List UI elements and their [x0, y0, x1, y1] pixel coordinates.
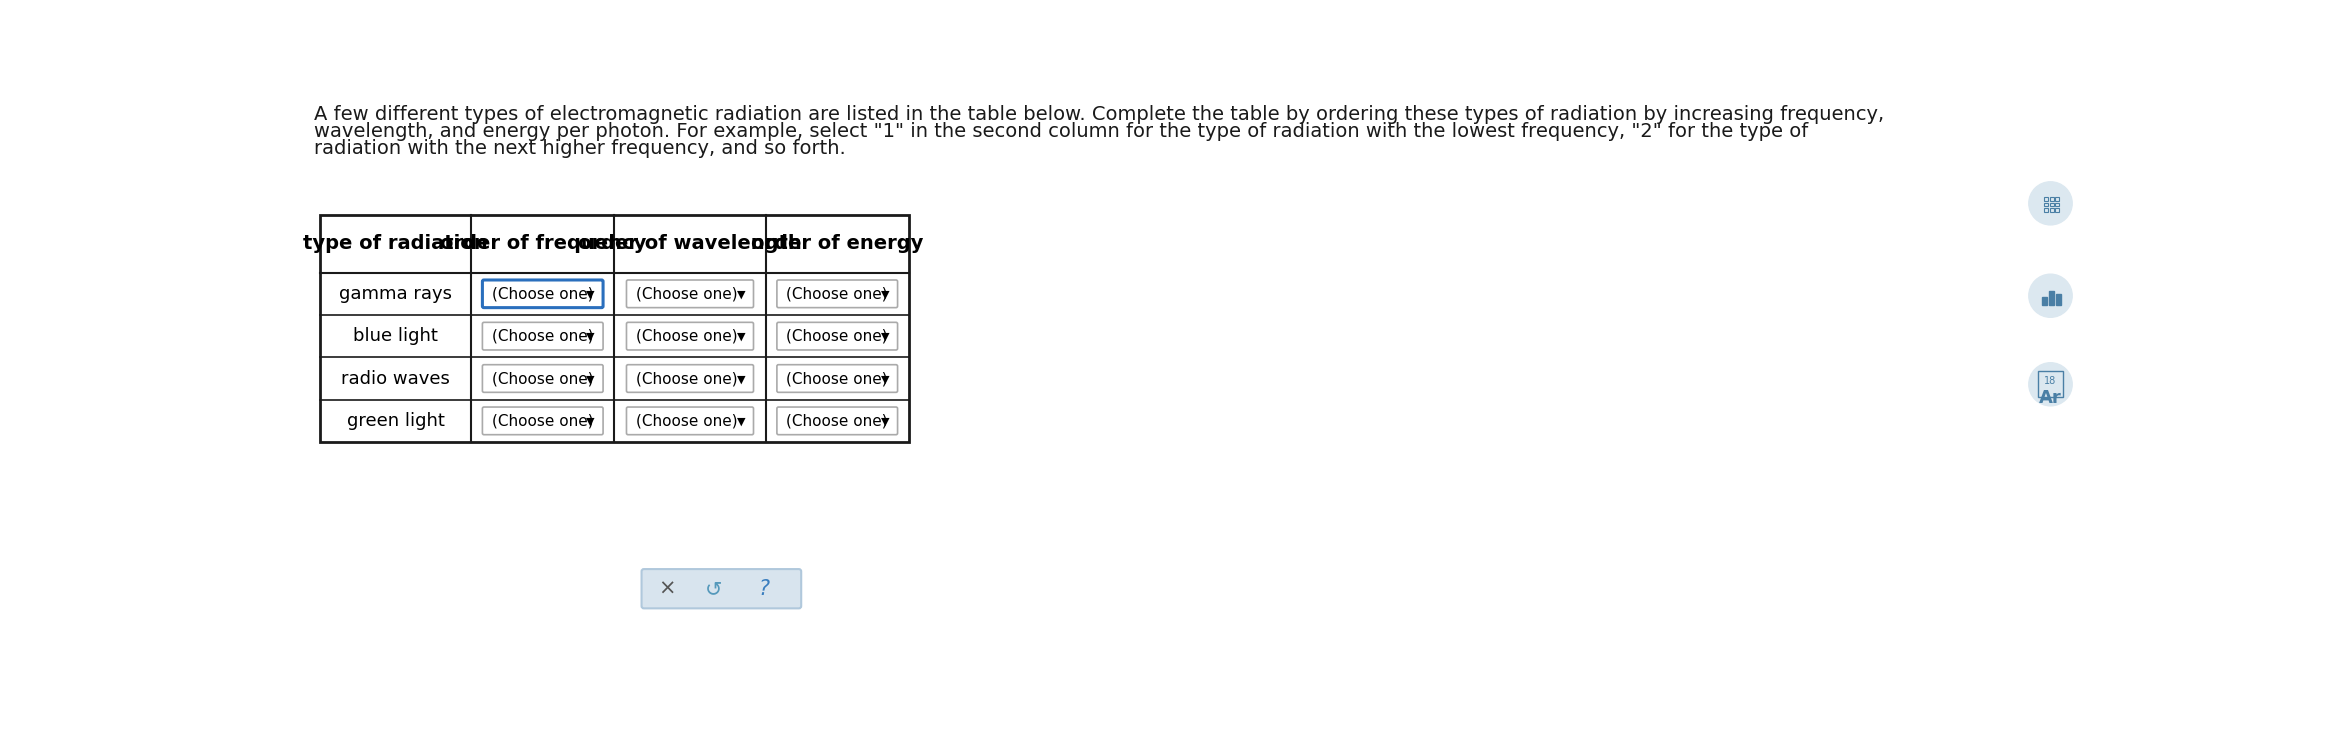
Text: ▼: ▼: [587, 374, 594, 384]
Text: (Choose one): (Choose one): [785, 329, 888, 343]
Text: blue light: blue light: [354, 327, 438, 346]
Bar: [2055, 208, 2060, 212]
FancyBboxPatch shape: [627, 322, 753, 350]
Text: ?: ?: [760, 580, 769, 600]
Text: order of wavelength: order of wavelength: [578, 234, 802, 253]
Text: ▼: ▼: [881, 332, 890, 342]
Text: (Choose one): (Choose one): [636, 329, 736, 343]
FancyBboxPatch shape: [482, 365, 603, 392]
Text: A few different types of electromagnetic radiation are listed in the table below: A few different types of electromagnetic…: [315, 105, 1885, 124]
Bar: [2050, 197, 2053, 201]
Bar: [2043, 203, 2048, 206]
FancyBboxPatch shape: [482, 322, 603, 350]
Text: ▼: ▼: [587, 417, 594, 427]
Text: (Choose one): (Choose one): [636, 286, 736, 302]
Text: ▼: ▼: [881, 290, 890, 299]
FancyBboxPatch shape: [482, 280, 603, 307]
Text: ▼: ▼: [881, 374, 890, 384]
Text: ↺: ↺: [706, 579, 722, 599]
FancyBboxPatch shape: [641, 569, 802, 608]
FancyBboxPatch shape: [482, 407, 603, 435]
FancyBboxPatch shape: [627, 407, 753, 435]
Bar: [2043, 197, 2048, 201]
Text: ▼: ▼: [736, 332, 746, 342]
Bar: [2041, 297, 2048, 305]
FancyBboxPatch shape: [627, 280, 753, 307]
Text: ×: ×: [659, 579, 676, 599]
Text: (Choose one): (Choose one): [492, 414, 594, 428]
Text: (Choose one): (Choose one): [492, 329, 594, 343]
Bar: [2050, 208, 2053, 212]
Circle shape: [2029, 182, 2071, 225]
Circle shape: [2029, 274, 2071, 317]
Text: (Choose one): (Choose one): [492, 286, 594, 302]
Text: 18: 18: [2043, 376, 2057, 386]
FancyBboxPatch shape: [776, 365, 897, 392]
Bar: [2055, 203, 2060, 206]
Bar: [2043, 208, 2048, 212]
Bar: [2055, 197, 2060, 201]
Bar: [2039, 371, 2062, 397]
FancyBboxPatch shape: [776, 280, 897, 307]
FancyBboxPatch shape: [776, 322, 897, 350]
Text: order of energy: order of energy: [750, 234, 923, 253]
Text: radiation with the next higher frequency, and so forth.: radiation with the next higher frequency…: [315, 138, 846, 157]
Text: ▼: ▼: [587, 290, 594, 299]
Text: order of frequency: order of frequency: [440, 234, 645, 253]
Text: ▼: ▼: [881, 417, 890, 427]
Text: (Choose one): (Choose one): [636, 371, 736, 386]
FancyBboxPatch shape: [627, 365, 753, 392]
Bar: [2048, 291, 2055, 305]
Text: green light: green light: [347, 412, 445, 430]
Text: Ar: Ar: [2039, 389, 2062, 407]
Text: ▼: ▼: [587, 332, 594, 342]
Text: (Choose one): (Choose one): [785, 371, 888, 386]
Text: (Choose one): (Choose one): [785, 414, 888, 428]
Bar: [2055, 294, 2062, 305]
Bar: [319, 215, 909, 442]
Text: ▼: ▼: [736, 374, 746, 384]
Text: radio waves: radio waves: [340, 370, 450, 387]
Text: (Choose one): (Choose one): [785, 286, 888, 302]
Circle shape: [2029, 363, 2071, 406]
Bar: [2050, 203, 2053, 206]
Text: ▼: ▼: [736, 290, 746, 299]
Text: gamma rays: gamma rays: [338, 285, 452, 303]
Text: ▼: ▼: [736, 417, 746, 427]
Text: type of radiation: type of radiation: [303, 234, 487, 253]
Text: (Choose one): (Choose one): [492, 371, 594, 386]
Text: wavelength, and energy per photon. For example, select "1" in the second column : wavelength, and energy per photon. For e…: [315, 122, 1808, 141]
Text: (Choose one): (Choose one): [636, 414, 736, 428]
FancyBboxPatch shape: [776, 407, 897, 435]
